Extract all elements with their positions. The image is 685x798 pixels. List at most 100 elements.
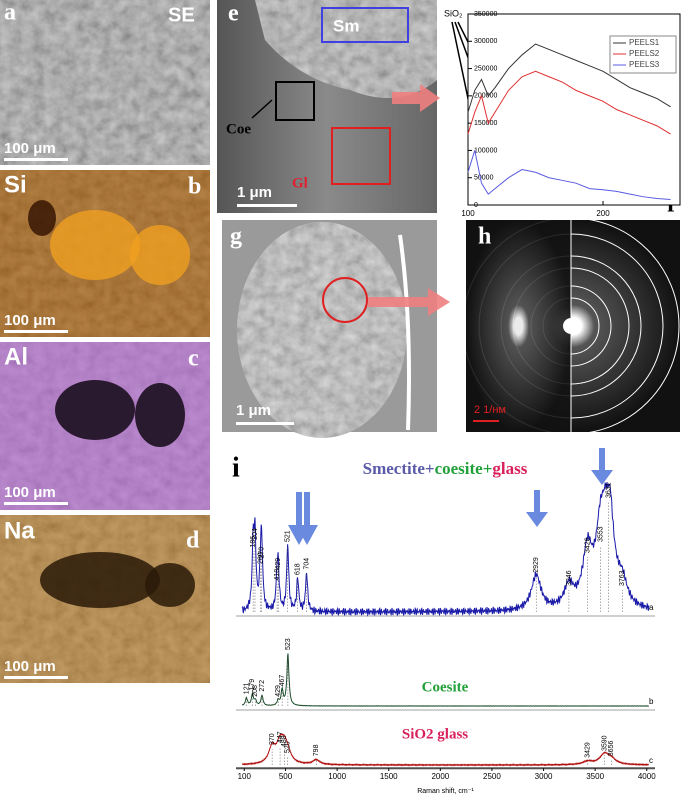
peak-label: 3426 bbox=[584, 537, 591, 553]
peak-label: 270 bbox=[259, 547, 266, 559]
y-tick-label: 0 bbox=[474, 202, 478, 209]
spectrum-name: SiO2 glass bbox=[402, 726, 468, 742]
annotation: SiO₂ bbox=[444, 8, 463, 18]
peak-label: 3763 bbox=[619, 570, 626, 586]
y-tick-label: 200000 bbox=[474, 93, 497, 100]
panel-label: SE bbox=[168, 4, 195, 26]
panel-letter: d bbox=[186, 528, 200, 554]
y-tick-label: 350000 bbox=[474, 11, 497, 18]
peak-label: 447 bbox=[277, 731, 284, 743]
title-part: glass bbox=[492, 459, 527, 478]
peak-label: 3631 bbox=[606, 482, 613, 498]
scale-label: 1 μm bbox=[236, 402, 271, 419]
title-part: Smectite+ bbox=[363, 459, 435, 478]
spectrum-tag: b bbox=[649, 697, 654, 706]
x-axis-label: Raman shift, cm⁻¹ bbox=[417, 788, 474, 795]
panel-label: Na bbox=[4, 517, 35, 544]
panel-label: Al bbox=[4, 343, 28, 370]
peak-label: 521 bbox=[285, 530, 292, 542]
region-label: Sm bbox=[333, 16, 359, 35]
x-tick-label: 1500 bbox=[380, 772, 398, 781]
panel-e: e Sm Coe Gl 1 μm bbox=[217, 0, 440, 213]
scale-label: 2 1/нм bbox=[474, 404, 506, 416]
scale-label: 100 μm bbox=[4, 658, 56, 675]
x-tick-label: 2000 bbox=[431, 772, 449, 781]
peak-label: 260 bbox=[258, 552, 265, 564]
panel-c: Al c 100 μm bbox=[0, 342, 210, 510]
series-line bbox=[467, 70, 671, 135]
peak-label: 370 bbox=[269, 733, 276, 745]
y-tick-label: 150000 bbox=[474, 120, 497, 127]
x-tick-label: 100 bbox=[461, 209, 475, 218]
peak-label: 523 bbox=[285, 638, 292, 650]
x-tick-label: 500 bbox=[279, 772, 293, 781]
peak-label: 186 bbox=[250, 536, 257, 548]
series-line bbox=[467, 150, 671, 201]
peak-label: 429 bbox=[275, 558, 282, 570]
chart-i: i Smectite+coesite+glass 100 500 1000 1500 2… bbox=[232, 448, 656, 795]
title-part: coesite bbox=[435, 459, 484, 478]
chart-title: Smectite+coesite+glass bbox=[363, 459, 528, 478]
peak-label: 488 bbox=[281, 735, 288, 747]
region-label: Gl bbox=[292, 175, 308, 191]
y-tick-label: 50000 bbox=[474, 175, 494, 182]
peak-label: 3429 bbox=[585, 742, 592, 758]
region-label: Coe bbox=[226, 121, 251, 137]
panel-label: Si bbox=[4, 171, 27, 198]
legend-label: PEELS1 bbox=[629, 38, 660, 47]
y-tick-label: 100000 bbox=[474, 147, 497, 154]
scale-label: 100 μm bbox=[4, 312, 56, 329]
legend-label: PEELS3 bbox=[629, 60, 660, 69]
x-tick-label: 2500 bbox=[483, 772, 501, 781]
panel-letter: a bbox=[4, 0, 16, 26]
x-tick-label: 200 bbox=[596, 209, 610, 218]
peak-label: 418 bbox=[274, 569, 281, 581]
chart-f: f SiO₂ 050000100000150000200000250000300… bbox=[444, 8, 681, 218]
panel-letter: g bbox=[230, 224, 242, 250]
peak-label: 121 bbox=[243, 682, 250, 694]
peak-label: 208 bbox=[252, 685, 259, 697]
panel-letter: h bbox=[478, 224, 491, 250]
x-tick-label: 1000 bbox=[328, 772, 346, 781]
peak-label: 204 bbox=[252, 528, 259, 540]
spectrum-tag: a bbox=[649, 603, 654, 612]
peak-label: 520 bbox=[284, 741, 291, 753]
x-tick-label: 4000 bbox=[638, 772, 656, 781]
panel-letter: c bbox=[188, 346, 199, 372]
panel-a: a SE 100 μm bbox=[0, 0, 210, 165]
panel-g: g 1 μm bbox=[222, 220, 450, 438]
panel-b: Si b 100 μm bbox=[0, 170, 210, 337]
peak-label: 3553 bbox=[597, 526, 604, 542]
x-tick-label: 3500 bbox=[586, 772, 604, 781]
series-line bbox=[467, 43, 671, 113]
x-tick-label: 100 bbox=[238, 772, 252, 781]
title-part: + bbox=[483, 459, 493, 478]
y-tick-label: 250000 bbox=[474, 65, 497, 72]
x-tick-label: 3000 bbox=[535, 772, 553, 781]
panel-letter: b bbox=[188, 174, 201, 200]
scale-label: 100 μm bbox=[4, 140, 56, 157]
peak-label: 467 bbox=[279, 675, 286, 687]
peak-label: 618 bbox=[295, 563, 302, 575]
panel-d: Na d 100 μm bbox=[0, 515, 210, 683]
scale-label: 100 μm bbox=[4, 484, 56, 501]
peak-label: 2929 bbox=[533, 557, 540, 573]
spectrum bbox=[241, 653, 650, 707]
legend-label: PEELS2 bbox=[629, 49, 660, 58]
peak-label: 3656 bbox=[608, 741, 615, 757]
peak-label: 272 bbox=[259, 680, 266, 692]
peak-label: 3246 bbox=[566, 570, 573, 586]
scale-label: 1 μm bbox=[237, 184, 272, 201]
peak-label: 429 bbox=[275, 685, 282, 697]
peak-label: 704 bbox=[303, 558, 310, 570]
spectrum-tag: c bbox=[649, 756, 653, 765]
y-tick-label: 300000 bbox=[474, 38, 497, 45]
peak-label: 179 bbox=[249, 679, 256, 691]
panel-h: h 2 1/нм bbox=[462, 217, 680, 435]
spectrum bbox=[241, 482, 650, 617]
peak-label: 798 bbox=[313, 744, 320, 756]
panel-letter: i bbox=[232, 452, 240, 483]
spectrum-name: Coesite bbox=[422, 679, 469, 695]
peak-label: 3590 bbox=[601, 735, 608, 751]
